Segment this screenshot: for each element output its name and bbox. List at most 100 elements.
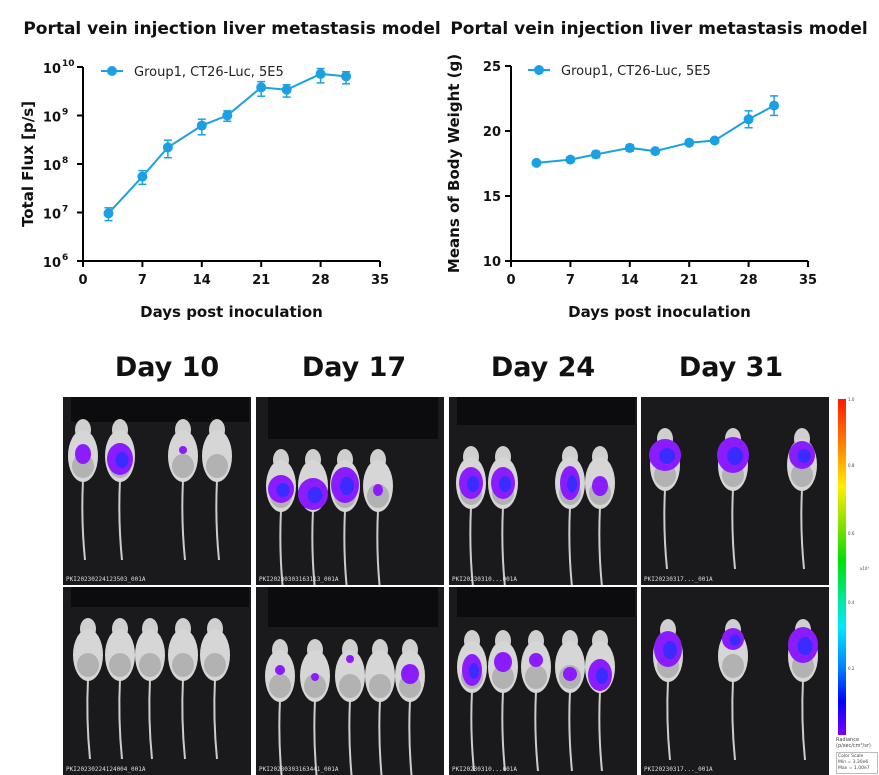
data-point bbox=[315, 68, 326, 79]
colorbar-tick: 0.8 bbox=[848, 463, 855, 468]
mouse bbox=[788, 619, 818, 761]
data-point bbox=[137, 171, 148, 182]
y-tick-label: 10 bbox=[43, 111, 61, 126]
mouse bbox=[298, 449, 328, 585]
data-point bbox=[103, 208, 114, 219]
data-point bbox=[222, 110, 233, 121]
legend-label: Group1, CT26-Luc, 5E5 bbox=[134, 65, 284, 80]
mouse bbox=[488, 630, 518, 772]
mouse bbox=[266, 449, 296, 585]
mouse-tail bbox=[376, 509, 381, 585]
panel-image bbox=[265, 587, 438, 775]
mouse-tail bbox=[801, 679, 806, 761]
y-tick-label: 25 bbox=[483, 60, 501, 75]
x-tick-label: 28 bbox=[740, 273, 758, 288]
mouse bbox=[363, 449, 393, 585]
image-id-label: PKI20230303163441_001A bbox=[259, 766, 339, 773]
mouse-abdomen bbox=[304, 674, 326, 698]
data-point bbox=[256, 82, 267, 93]
data-point bbox=[196, 120, 207, 131]
nose-cone-holder bbox=[268, 587, 438, 627]
luminescence-signal bbox=[346, 655, 354, 663]
mouse bbox=[135, 618, 165, 760]
y-axis-label: Total Flux [p/s] bbox=[19, 101, 37, 227]
panel-image bbox=[456, 397, 635, 585]
day-label-24: Day 24 bbox=[490, 352, 596, 383]
mouse-tail bbox=[311, 509, 316, 585]
x-tick-label: 28 bbox=[312, 273, 330, 288]
luminescence-signal bbox=[529, 653, 543, 667]
y-tick-label: 10 bbox=[43, 62, 61, 77]
mouse bbox=[365, 639, 395, 775]
mouse-abdomen bbox=[172, 653, 194, 677]
mouse-tail bbox=[348, 699, 353, 775]
bioluminescence-image-panel: PKI20230303163441_001A bbox=[256, 587, 444, 775]
mouse bbox=[555, 630, 585, 772]
y-tick-label: 10 bbox=[483, 255, 501, 270]
color-scale-title: Color Scale bbox=[838, 754, 864, 759]
mouse-abdomen bbox=[525, 665, 547, 689]
y-tick-label: 20 bbox=[483, 125, 501, 140]
y-tick-label: 10 bbox=[43, 208, 61, 223]
mouse bbox=[585, 446, 615, 585]
total-flux-chart: Portal vein injection liver metastasis m… bbox=[19, 19, 440, 321]
luminescence-signal bbox=[494, 652, 512, 672]
image-id-label: PKI20230317..._001A bbox=[644, 766, 713, 773]
mouse-abdomen bbox=[109, 653, 131, 677]
x-axis-label: Days post inoculation bbox=[140, 303, 323, 321]
y-tick-label: 15 bbox=[483, 190, 501, 205]
mouse-abdomen bbox=[269, 674, 291, 698]
mouse bbox=[395, 639, 425, 775]
bioluminescence-image-panel: PKI20230310...001A bbox=[449, 397, 637, 585]
luminescence-core bbox=[499, 476, 511, 492]
day-label-31: Day 31 bbox=[678, 352, 784, 383]
mouse-tail bbox=[343, 509, 348, 585]
mouse bbox=[521, 630, 551, 772]
x-tick-label: 21 bbox=[680, 273, 698, 288]
data-point bbox=[341, 71, 352, 82]
mouse-tail bbox=[731, 679, 736, 761]
luminescence-core bbox=[276, 483, 290, 497]
nose-cone-holder bbox=[71, 587, 249, 607]
x-tick-label: 35 bbox=[799, 273, 817, 288]
image-id-label: PKI20230224124004_001A bbox=[66, 766, 146, 773]
y-tick-label: 10 bbox=[43, 256, 61, 271]
luminescence-core bbox=[340, 477, 354, 495]
mouse-tail bbox=[279, 509, 284, 585]
mouse-abdomen bbox=[339, 674, 361, 698]
mouse-tail bbox=[598, 506, 603, 585]
mouse bbox=[653, 619, 683, 761]
luminescence-core bbox=[467, 476, 479, 492]
image-id-label: PKI20230224123503_001A bbox=[66, 576, 146, 583]
bioluminescence-image-panel: PKI20230317..._001A bbox=[641, 587, 829, 775]
y-tick-exponent: 7 bbox=[62, 205, 68, 215]
mouse bbox=[717, 428, 749, 570]
mouse-tail bbox=[731, 488, 736, 570]
nose-cone-holder bbox=[457, 397, 635, 425]
luminescence-core bbox=[307, 487, 323, 503]
luminescence-signal bbox=[179, 446, 187, 454]
color-scale-max: Max = 1.00e7 bbox=[838, 766, 870, 771]
mouse bbox=[68, 419, 98, 561]
data-point bbox=[650, 146, 661, 157]
image-id-label: PKI20230310...001A bbox=[452, 766, 518, 773]
mouse-abdomen bbox=[172, 454, 194, 478]
panel-image bbox=[649, 428, 817, 570]
luminescence-signal bbox=[75, 444, 91, 464]
luminescence-signal bbox=[311, 673, 319, 681]
data-point bbox=[684, 137, 695, 148]
luminescence-core bbox=[469, 663, 479, 679]
luminescence-signal bbox=[401, 664, 419, 684]
luminescence-signal bbox=[373, 484, 383, 496]
mouse-tail bbox=[81, 479, 86, 561]
mouse bbox=[73, 618, 103, 760]
luminescence-core bbox=[663, 641, 677, 659]
color-scale-box: Color Scale Min = 3.30e6 Max = 1.00e7 bbox=[836, 752, 878, 774]
mouse bbox=[330, 449, 360, 585]
x-tick-label: 21 bbox=[252, 273, 270, 288]
mouse-abdomen bbox=[492, 665, 514, 689]
mouse bbox=[335, 639, 365, 775]
luminescence-core bbox=[567, 475, 577, 493]
data-point bbox=[743, 114, 754, 125]
mouse-tail bbox=[378, 699, 383, 775]
